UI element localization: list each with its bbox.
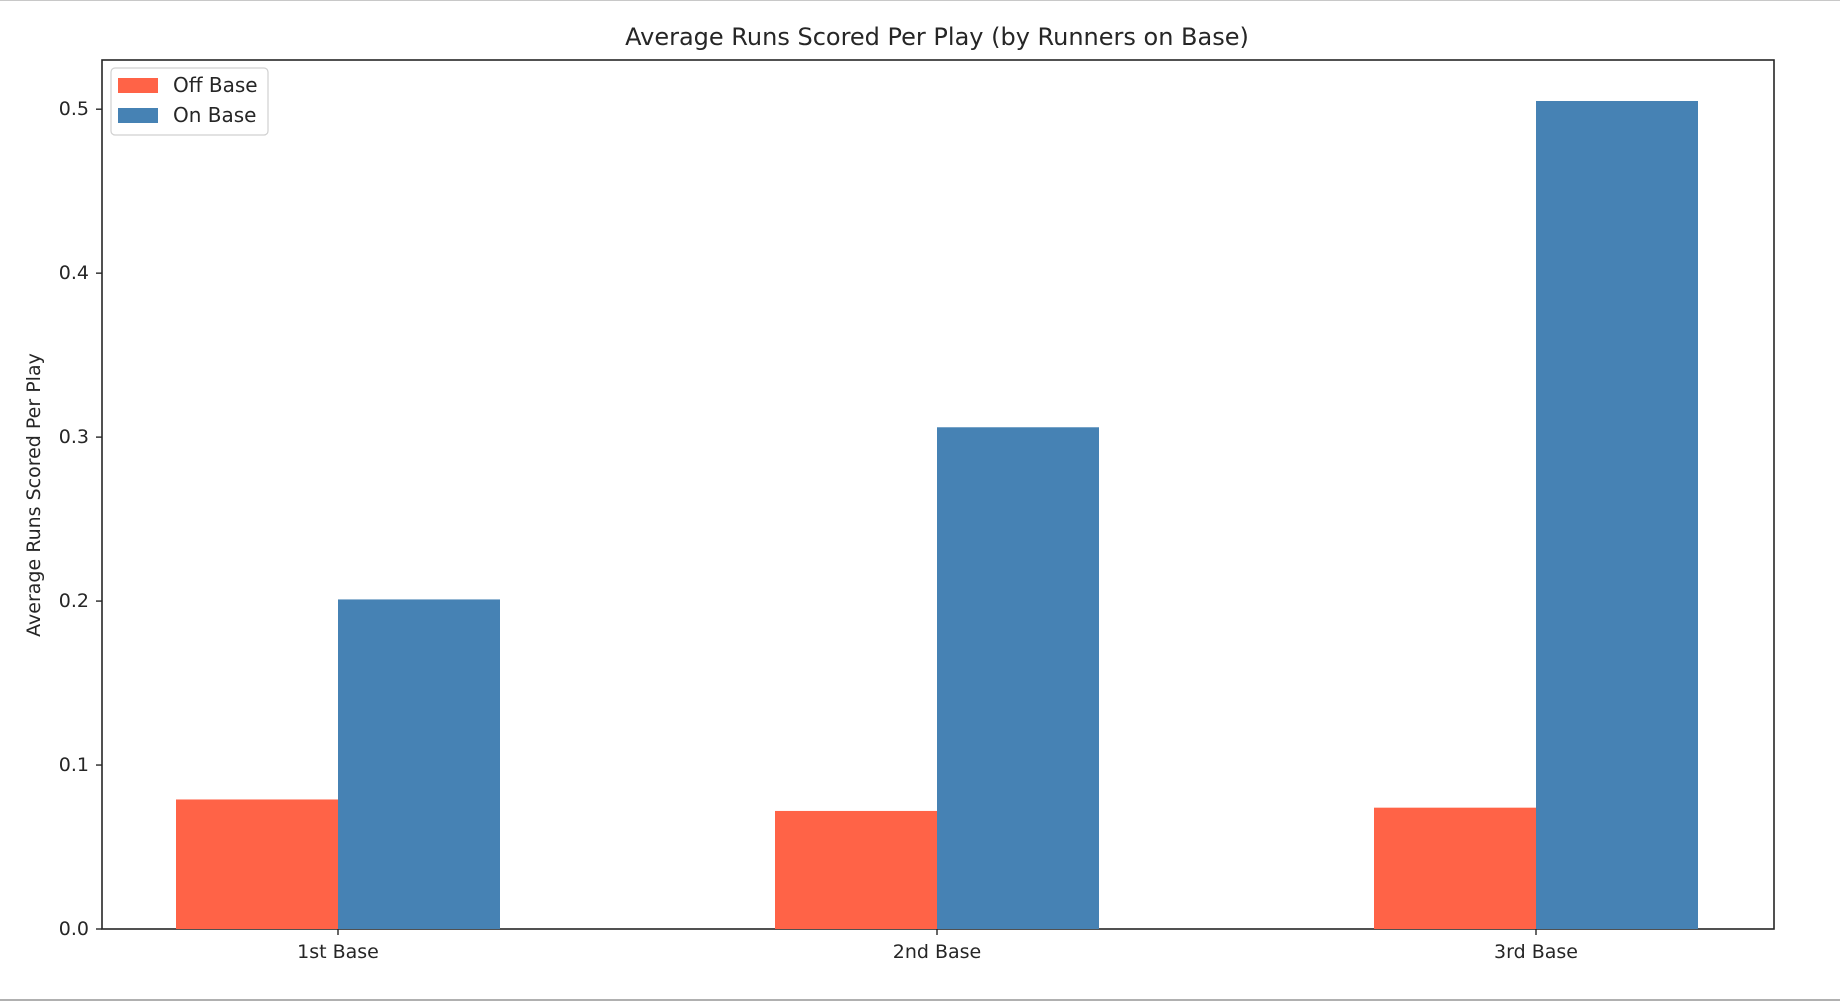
- bar-on-base-1st-base: [338, 599, 500, 929]
- bars-group: [176, 100, 1698, 930]
- legend-swatch-off-base: [118, 78, 158, 93]
- y-tick-label: 0.2: [59, 590, 89, 612]
- bar-off-base-1st-base: [176, 799, 338, 929]
- y-axis: 0.0 0.1 0.2 0.3 0.4 0.5: [59, 98, 102, 940]
- y-tick-label: 0.1: [59, 754, 89, 776]
- chart-title: Average Runs Scored Per Play (by Runners…: [625, 23, 1249, 51]
- x-tick-label: 3rd Base: [1494, 941, 1578, 963]
- frame-bottom-border: [0, 999, 1840, 1001]
- y-tick-label: 0.5: [59, 98, 89, 120]
- bar-off-base-3rd-base: [1374, 807, 1536, 929]
- y-axis-label: Average Runs Scored Per Play: [23, 353, 45, 637]
- legend[interactable]: Off Base On Base: [110, 67, 269, 136]
- bar-on-base-3rd-base: [1536, 100, 1698, 930]
- bar-on-base-2nd-base: [937, 427, 1099, 929]
- frame-top-border: [0, 0, 1840, 1]
- bar-off-base-2nd-base: [775, 810, 937, 929]
- y-tick-label: 0.3: [59, 426, 89, 448]
- x-axis: 1st Base 2nd Base 3rd Base: [297, 929, 1578, 963]
- x-tick-label: 2nd Base: [893, 941, 982, 963]
- legend-label-on-base: On Base: [173, 103, 256, 127]
- plot-area: 0.0 0.1 0.2 0.3 0.4 0.5 1st Base 2nd Base 3rd B…: [59, 59, 1775, 963]
- x-tick-label: 1st Base: [297, 941, 379, 963]
- y-tick-label: 0.4: [59, 262, 89, 284]
- legend-label-off-base: Off Base: [173, 73, 258, 97]
- y-tick-label: 0.0: [59, 918, 89, 940]
- legend-swatch-on-base: [118, 108, 158, 123]
